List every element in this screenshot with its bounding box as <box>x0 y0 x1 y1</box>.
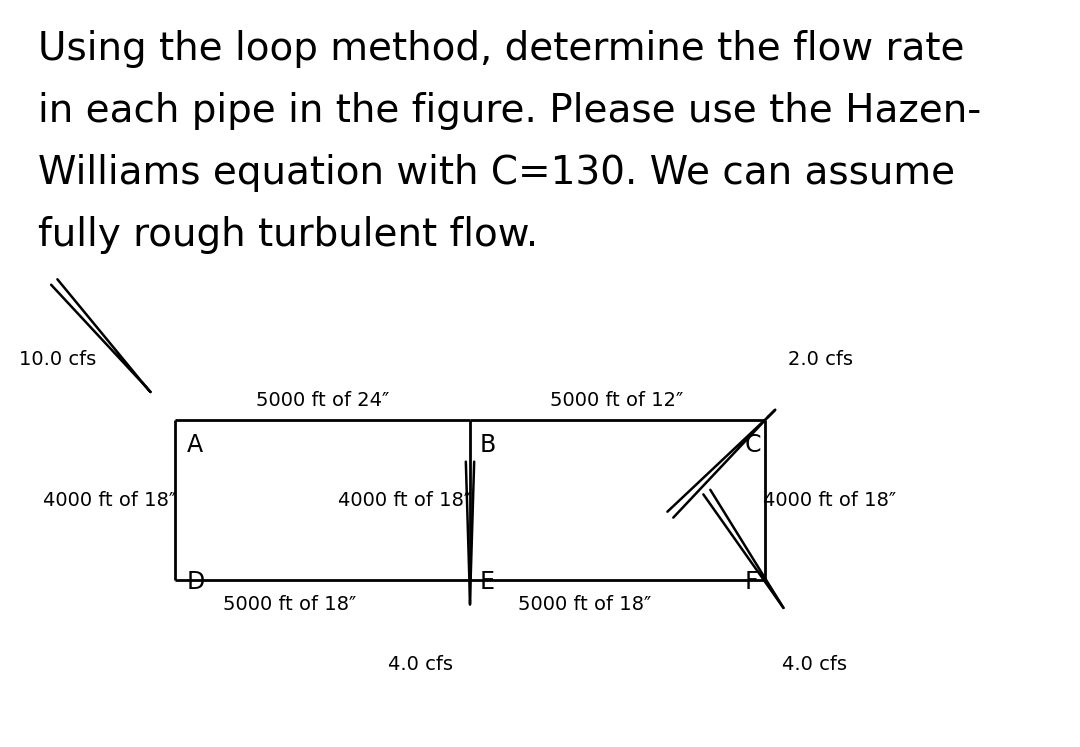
Text: F: F <box>745 570 758 594</box>
Text: Williams equation with C=130. We can assume: Williams equation with C=130. We can ass… <box>38 154 955 192</box>
Text: 4.0 cfs: 4.0 cfs <box>388 655 453 674</box>
Text: 5000 ft of 12″: 5000 ft of 12″ <box>551 391 684 409</box>
Text: E: E <box>480 570 495 594</box>
Text: in each pipe in the figure. Please use the Hazen-: in each pipe in the figure. Please use t… <box>38 92 982 130</box>
Text: 4000 ft of 18″: 4000 ft of 18″ <box>43 491 176 509</box>
Text: 10.0 cfs: 10.0 cfs <box>19 350 96 369</box>
Text: A: A <box>187 433 203 457</box>
Text: 2.0 cfs: 2.0 cfs <box>787 350 852 369</box>
Text: fully rough turbulent flow.: fully rough turbulent flow. <box>38 216 538 254</box>
Text: Using the loop method, determine the flow rate: Using the loop method, determine the flo… <box>38 30 964 68</box>
Text: 5000 ft of 18″: 5000 ft of 18″ <box>518 595 651 615</box>
Text: 4000 ft of 18″: 4000 ft of 18″ <box>764 491 896 509</box>
Text: 4.0 cfs: 4.0 cfs <box>783 655 848 674</box>
Text: 4000 ft of 18″: 4000 ft of 18″ <box>338 491 472 509</box>
Text: B: B <box>480 433 496 457</box>
Text: C: C <box>745 433 761 457</box>
Text: D: D <box>187 570 205 594</box>
Text: 5000 ft of 18″: 5000 ft of 18″ <box>224 595 356 615</box>
Text: 5000 ft of 24″: 5000 ft of 24″ <box>256 391 390 409</box>
